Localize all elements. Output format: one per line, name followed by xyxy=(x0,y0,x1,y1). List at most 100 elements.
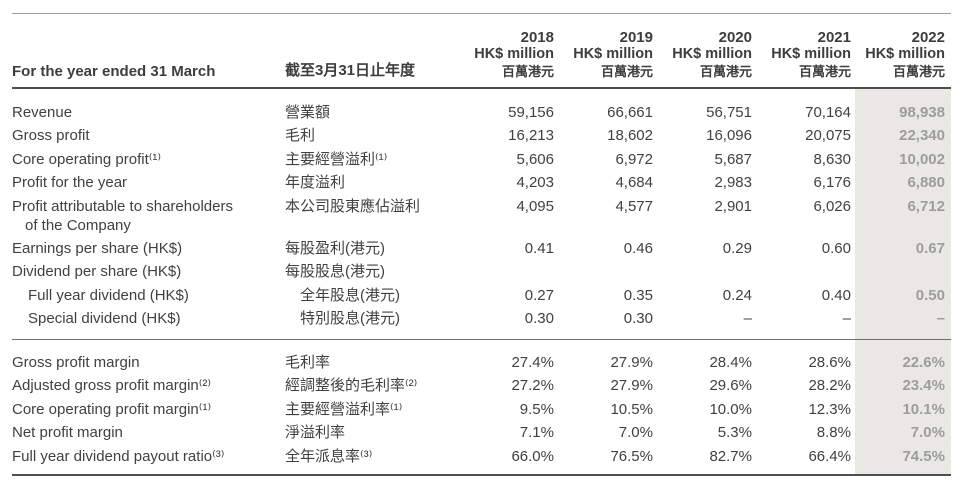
column-unit-en: HK$ million xyxy=(865,46,945,62)
value-cell-2022: 6,880 xyxy=(855,170,951,195)
table-row: Profit for the year 年度溢利 4,203 4,684 2,983 6,… xyxy=(12,170,951,195)
value-cell-2018: 16,213 xyxy=(508,127,554,145)
column-unit-en: HK$ million xyxy=(573,46,653,62)
column-header-2021: 2021 HK$ million 百萬港元 xyxy=(754,13,855,89)
column-header-2018: 2018 HK$ million 百萬港元 xyxy=(460,13,556,89)
row-label-en-cell: Net profit margin xyxy=(12,421,285,444)
row-label-zh: 全年股息(港元) xyxy=(300,286,400,304)
value-cell-2021: 8.8% xyxy=(816,424,851,442)
value-cell-2020: 5.3% xyxy=(717,424,752,442)
value-cell-2022: 10,002 xyxy=(855,147,951,171)
column-header-2019: 2019 HK$ million 百萬港元 xyxy=(556,13,655,89)
row-label-zh-cell: 全年派息率⁽³⁾ xyxy=(285,444,460,476)
value-cell-2019: 4,577 xyxy=(615,197,653,215)
value-cell-2019: 66,661 xyxy=(607,104,653,121)
value-cell-2022: 22.6% xyxy=(855,339,951,375)
table-row: Earnings per share (HK$) 每股盈利(港元) 0.41 0.46… xyxy=(12,236,951,261)
value-cell-2022: 7.0% xyxy=(855,420,951,445)
table-row: Adjusted gross profit margin⁽²⁾ 經調整後的毛利率⁽… xyxy=(12,374,951,398)
row-label-zh: 每股股息(港元) xyxy=(285,263,385,281)
table-row: Net profit margin 淨溢利率 7.1% 7.0% 5.3% 8.8% 7.0… xyxy=(12,420,951,445)
column-unit-en: HK$ million xyxy=(672,46,752,62)
row-label-en-cell: Profit for the year xyxy=(12,171,285,194)
table-row: Full year dividend payout ratio⁽³⁾ 全年派息率⁽… xyxy=(12,444,951,476)
value-cell-2021 xyxy=(754,260,855,283)
table-row: Core operating profit margin⁽¹⁾ 主要經營溢利率⁽¹… xyxy=(12,397,951,421)
table-row: Special dividend (HK$) 特別股息(港元) 0.30 0.30– –… xyxy=(12,306,951,340)
row-label-zh: 毛利率 xyxy=(285,354,331,371)
row-label-en: Profit attributable to shareholders xyxy=(12,197,233,215)
value-cell-2018: 66.0% xyxy=(460,444,556,476)
row-label-en: Revenue xyxy=(12,104,73,121)
row-label-zh: 本公司股東應佔溢利 xyxy=(285,197,421,215)
row-label-zh: 營業額 xyxy=(285,104,331,121)
value-cell-2018: 4,095 xyxy=(516,197,554,215)
value-cell-2020: 56,751 xyxy=(706,104,752,121)
amounts-section: Revenue 營業額 59,156 66,661 56,751 70,164 98,938… xyxy=(12,88,951,340)
value-cell-2021: 66.4% xyxy=(754,444,855,476)
row-label-zh-cell: 每股股息(港元) xyxy=(285,260,460,283)
column-unit-en: HK$ million xyxy=(474,46,554,62)
table-row: Core operating profit⁽¹⁾ 主要經營溢利⁽¹⁾ 5,606 6,… xyxy=(12,147,951,171)
value-cell-2018: 5,606 xyxy=(516,150,554,168)
value-cell-2018: 0.41 xyxy=(524,239,554,257)
value-cell-2018: 9.5% xyxy=(519,400,554,418)
value-cell-2020: 28.4% xyxy=(709,354,752,371)
value-cell-2022: 98,938 xyxy=(855,88,951,125)
row-label-zh-cell: 主要經營溢利⁽¹⁾ xyxy=(285,148,460,171)
row-label-en: Full year dividend (HK$) xyxy=(28,286,189,304)
row-label-en-cell: Core operating profit⁽¹⁾ xyxy=(12,148,285,171)
value-cell-2021: – xyxy=(754,306,855,340)
header-row: For the year ended 31 March 截至3月31日止年度 2… xyxy=(12,13,951,89)
row-label-en-cell: Dividend per share (HK$) xyxy=(12,260,285,283)
value-cell-2022: 10.1% xyxy=(855,397,951,421)
row-label-zh-cell: 營業額 xyxy=(285,88,460,124)
value-cell-2019: 76.5% xyxy=(556,444,655,476)
table-row: Full year dividend (HK$) 全年股息(港元) 0.27 0.35… xyxy=(12,283,951,307)
value-cell-2019: 6,972 xyxy=(615,150,653,168)
value-cell-2021: 0.40 xyxy=(821,286,851,304)
value-cell-2020: – xyxy=(655,306,754,340)
value-cell-2019: 0.46 xyxy=(623,239,653,257)
row-label-zh-cell: 淨溢利率 xyxy=(285,421,460,444)
row-label-zh-cell: 本公司股東應佔溢利 xyxy=(285,194,460,236)
value-cell-2022: – xyxy=(855,306,951,340)
value-cell-2019 xyxy=(556,260,655,283)
value-cell-2020: 16,096 xyxy=(706,127,752,145)
margins-section: Gross profit margin 毛利率 27.4% 27.9% 28.4% 28.… xyxy=(12,339,951,476)
value-cell-2019: 10.5% xyxy=(610,400,653,418)
value-cell-2021: 70,164 xyxy=(805,104,851,121)
value-cell-2021: 28.6% xyxy=(808,354,851,371)
row-label-en-cell: Earnings per share (HK$) xyxy=(12,237,285,260)
value-cell-2019: 0.35 xyxy=(623,286,653,304)
value-cell-2020: 29.6% xyxy=(709,377,752,395)
row-label-zh-cell: 全年股息(港元) xyxy=(285,283,460,306)
table-row: Gross profit 毛利 16,213 18,602 16,096 20,075 22… xyxy=(12,124,951,148)
row-label-en-cell: Special dividend (HK$) xyxy=(12,306,285,340)
row-label-en-cell: Full year dividend payout ratio⁽³⁾ xyxy=(12,444,285,476)
value-cell-2021: 0.60 xyxy=(821,239,851,257)
table-row: Profit attributable to shareholders of th… xyxy=(12,194,951,237)
value-cell-2020: 0.24 xyxy=(722,286,752,304)
row-label-zh-cell: 毛利 xyxy=(285,124,460,147)
row-label-zh: 年度溢利 xyxy=(285,174,346,192)
row-label-en-cell: Revenue xyxy=(12,88,285,124)
value-cell-2018: 0.27 xyxy=(524,286,554,304)
row-label-en: Core operating profit margin⁽¹⁾ xyxy=(12,400,212,418)
value-cell-2020 xyxy=(655,260,754,283)
value-cell-2019: 0.30 xyxy=(556,306,655,340)
row-label-zh-cell: 毛利率 xyxy=(285,340,460,375)
value-cell-2020: 5,687 xyxy=(714,150,752,168)
value-cell-2022: 74.5% xyxy=(855,444,951,476)
value-cell-2020: 2,983 xyxy=(714,174,752,192)
value-cell-2018: 27.2% xyxy=(511,377,554,395)
row-label-en: Special dividend (HK$) xyxy=(28,310,181,327)
column-unit-zh: 百萬港元 xyxy=(798,64,851,79)
row-label-zh: 經調整後的毛利率⁽²⁾ xyxy=(285,377,418,395)
value-cell-2019: 7.0% xyxy=(618,424,653,442)
row-label-zh-cell: 主要經營溢利率⁽¹⁾ xyxy=(285,398,460,421)
row-label-en-cell: Full year dividend (HK$) xyxy=(12,283,285,306)
value-cell-2020: 2,901 xyxy=(714,197,752,215)
value-cell-2018: 59,156 xyxy=(508,104,554,121)
